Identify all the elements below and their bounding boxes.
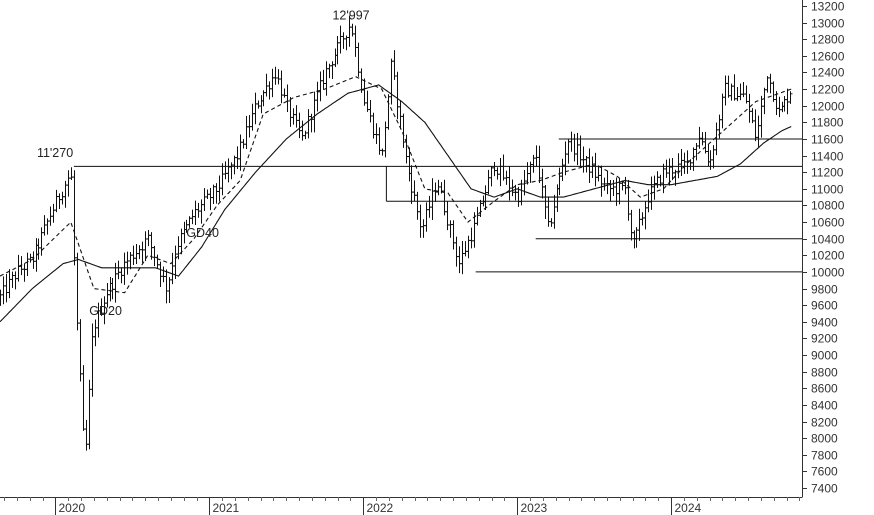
y-tick-label: 8000 (811, 432, 838, 446)
y-tick-label: 11600 (811, 133, 844, 147)
y-tick-label: 11400 (811, 150, 844, 164)
y-tick-label: 11000 (811, 183, 844, 197)
y-tick-label: 9800 (811, 283, 838, 297)
x-tick-label: 2020 (59, 501, 86, 515)
y-tick-label: 12000 (811, 100, 845, 114)
y-tick-label: 8800 (811, 366, 838, 380)
y-tick-label: 9600 (811, 299, 838, 313)
annotation: GD20 (89, 304, 122, 318)
y-tick-label: 7400 (811, 482, 838, 496)
y-tick-label: 9200 (811, 332, 838, 346)
y-tick-label: 12600 (811, 50, 845, 64)
y-tick-label: 13200 (811, 0, 845, 14)
annotations: 11'270 12'997 GD40 GD20 (37, 8, 370, 318)
x-tick-label: 2022 (367, 501, 394, 515)
y-tick-label: 10800 (811, 199, 845, 213)
y-tick-label: 7800 (811, 449, 838, 463)
series-line-gd40 (0, 84, 792, 323)
y-tick-label: 8400 (811, 399, 838, 413)
y-tick-label: 13000 (811, 17, 845, 31)
y-tick-label: 7600 (811, 465, 838, 479)
axes: 7400 7600 7800 8000 8200 8400 8600 8800 9000 9200… (0, 0, 845, 515)
x-tick-label: 2021 (213, 501, 240, 515)
price-bars (0, 15, 793, 451)
y-tick-label: 10200 (811, 249, 845, 263)
y-tick-label: 8600 (811, 382, 838, 396)
x-tick-label: 2023 (521, 501, 548, 515)
reference-lines (73, 138, 802, 273)
annotation: 12'997 (332, 8, 369, 22)
y-tick-label: 11800 (811, 116, 844, 130)
x-tick-label: 2024 (675, 501, 702, 515)
series-line-gd20 (0, 75, 792, 294)
y-tick-label: 10600 (811, 216, 845, 230)
annotation: GD40 (186, 226, 219, 240)
y-tick-label: 10400 (811, 233, 845, 247)
y-tick-label: 8200 (811, 416, 838, 430)
y-tick-label: 9000 (811, 349, 838, 363)
y-tick-label: 9400 (811, 316, 838, 330)
y-tick-label: 10000 (811, 266, 845, 280)
y-tick-label: 12200 (811, 83, 845, 97)
annotation: 11'270 (37, 146, 73, 160)
y-tick-label: 12800 (811, 33, 845, 47)
moving-averages (0, 75, 792, 323)
y-tick-label: 12400 (811, 66, 845, 80)
y-tick-label: 11200 (811, 166, 844, 180)
